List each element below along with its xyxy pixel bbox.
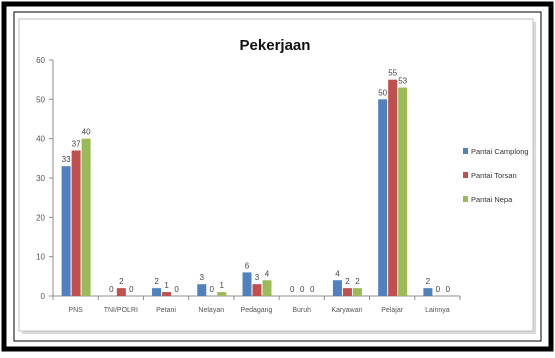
data-label: 1	[220, 281, 225, 290]
bar	[61, 166, 71, 296]
data-label: 37	[72, 139, 81, 148]
data-label: 2	[426, 277, 431, 286]
legend-label: Pantai Torsan	[471, 171, 517, 180]
data-label: 2	[355, 277, 360, 286]
data-label: 4	[265, 269, 270, 278]
data-label: 2	[345, 277, 350, 286]
bars-group	[61, 79, 433, 297]
data-label: 0	[129, 285, 134, 294]
bar	[332, 280, 342, 296]
data-label: 0	[446, 285, 451, 294]
data-label: 55	[388, 69, 397, 78]
legend: Pantai Camplong Pantai Torsan Pantai Nepa	[463, 147, 529, 204]
data-label: 0	[436, 285, 441, 294]
legend-label: Pantai Nepa	[471, 195, 513, 204]
data-label: 0	[109, 285, 114, 294]
data-label: 40	[82, 128, 91, 137]
data-label: 0	[310, 285, 315, 294]
x-category-label: Pedagang	[241, 307, 273, 314]
data-label: 33	[62, 155, 71, 164]
data-label: 2	[154, 277, 159, 286]
y-tick-label: 60	[36, 56, 45, 65]
y-tick-label: 40	[36, 135, 45, 144]
chart-title: Pekerjaan	[240, 37, 311, 54]
chart-area	[18, 18, 534, 332]
data-label: 6	[245, 261, 250, 270]
y-tick-label: 0	[41, 292, 46, 301]
y-tick-label: 50	[36, 95, 45, 104]
bar	[352, 288, 362, 296]
bar	[423, 288, 433, 296]
bar	[152, 288, 162, 296]
bar	[378, 99, 388, 296]
bar	[217, 292, 227, 296]
bar	[388, 79, 398, 297]
x-category-label: Petani	[156, 307, 176, 314]
data-label: 3	[200, 273, 205, 282]
data-label: 0	[290, 285, 295, 294]
bar	[342, 288, 352, 296]
legend-swatch	[463, 172, 468, 178]
data-label: 2	[119, 277, 124, 286]
data-label: 0	[174, 285, 179, 294]
bar	[81, 138, 91, 296]
legend-swatch	[463, 196, 468, 202]
bar	[242, 272, 252, 296]
data-label: 1	[164, 281, 169, 290]
bar	[162, 292, 172, 296]
x-category-label: Karyawan	[331, 307, 362, 314]
data-label: 0	[300, 285, 305, 294]
x-category-label: PNS	[68, 307, 83, 314]
inner-border	[13, 11, 542, 342]
x-category-label: Buruh	[292, 307, 311, 314]
bar	[71, 150, 81, 296]
x-category-label: Lainnya	[425, 307, 450, 314]
data-label: 3	[255, 273, 260, 282]
data-label: 50	[378, 88, 387, 97]
data-label: 4	[335, 269, 340, 278]
y-tick-label: 10	[36, 253, 45, 262]
bar	[262, 280, 272, 296]
legend-swatch	[463, 148, 468, 154]
bar	[252, 284, 262, 296]
x-category-label: TNI/POLRI	[104, 307, 138, 314]
x-category-label: Nelayan	[198, 307, 224, 314]
bar	[398, 87, 408, 297]
x-category-label: Pelajar	[381, 307, 403, 314]
y-tick-label: 30	[36, 174, 45, 183]
y-tick-label: 20	[36, 213, 45, 222]
bar	[116, 288, 126, 296]
data-label: 0	[210, 285, 215, 294]
legend-label: Pantai Camplong	[471, 147, 529, 156]
data-label: 53	[398, 77, 407, 86]
bar	[197, 284, 207, 296]
